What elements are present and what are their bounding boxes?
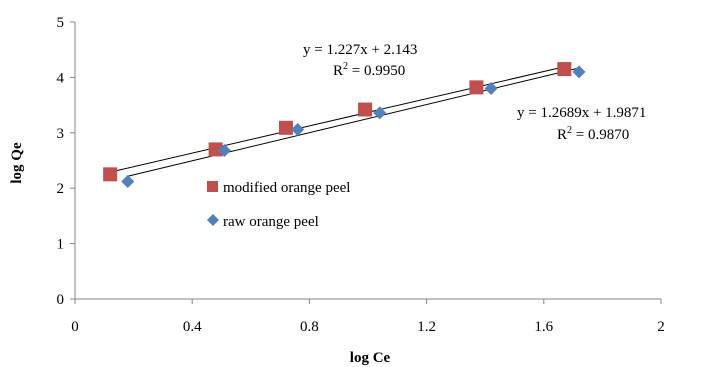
x-tick-label: 1.2	[417, 319, 436, 335]
y-tick-label: 5	[57, 15, 65, 31]
y-tick-label: 1	[57, 237, 65, 253]
data-point-raw	[484, 81, 498, 95]
trendline-equation-raw: y = 1.2689x + 1.9871	[517, 105, 646, 121]
r-squared-raw: R2 = 0.9870	[557, 125, 629, 143]
trendlines	[110, 66, 580, 177]
x-tick-labels: 0 0.4 0.8 1.2 1.6 2	[71, 319, 665, 335]
trendline-raw	[127, 67, 580, 177]
r-squared-modified: R2 = 0.9950	[333, 61, 405, 79]
data-point-raw	[217, 144, 231, 158]
x-tick-label: 0	[71, 319, 79, 335]
legend-label-modified: modified orange peel	[223, 180, 350, 196]
y-tick-label: 3	[57, 126, 65, 142]
data-point-modified	[208, 142, 223, 157]
legend-marker-raw	[207, 214, 219, 226]
r-squared-label: R	[557, 127, 567, 143]
data-point-raw	[291, 122, 305, 136]
data-point-modified	[557, 62, 572, 77]
r-squared-label: R	[333, 63, 343, 79]
y-axis-title: log Qe	[9, 142, 25, 184]
trendline-equation-modified: y = 1.227x + 2.143	[303, 42, 417, 58]
axes	[70, 21, 662, 304]
y-tick-label: 0	[57, 292, 65, 308]
data-point-raw	[572, 65, 586, 79]
legend-label-raw: raw orange peel	[223, 214, 319, 230]
x-tick-label: 2	[657, 319, 665, 335]
data-point-modified	[103, 167, 118, 182]
x-tick-label: 0.8	[300, 319, 319, 335]
data-point-modified	[278, 120, 293, 135]
r-squared-value: = 0.9950	[348, 63, 405, 79]
y-tick-labels: 0 1 2 3 4 5	[57, 15, 65, 308]
y-tick-label: 4	[57, 70, 65, 86]
data-point-raw	[373, 106, 387, 120]
data-point-raw	[121, 175, 135, 189]
y-tick-label: 2	[57, 181, 65, 197]
x-tick-label: 0.4	[183, 319, 202, 335]
data-points	[103, 62, 586, 189]
x-axis-title: log Ce	[350, 350, 391, 366]
data-point-modified	[358, 102, 373, 117]
r-squared-value: = 0.9870	[572, 127, 629, 143]
x-tick-label: 1.6	[534, 319, 553, 335]
r-squared-superscript: 2	[567, 125, 572, 136]
data-point-modified	[469, 80, 484, 95]
legend-marker-modified	[207, 181, 218, 192]
legend: modified orange peel raw orange peel	[207, 180, 350, 230]
r-squared-superscript: 2	[343, 61, 348, 72]
trendline-modified	[110, 66, 565, 173]
